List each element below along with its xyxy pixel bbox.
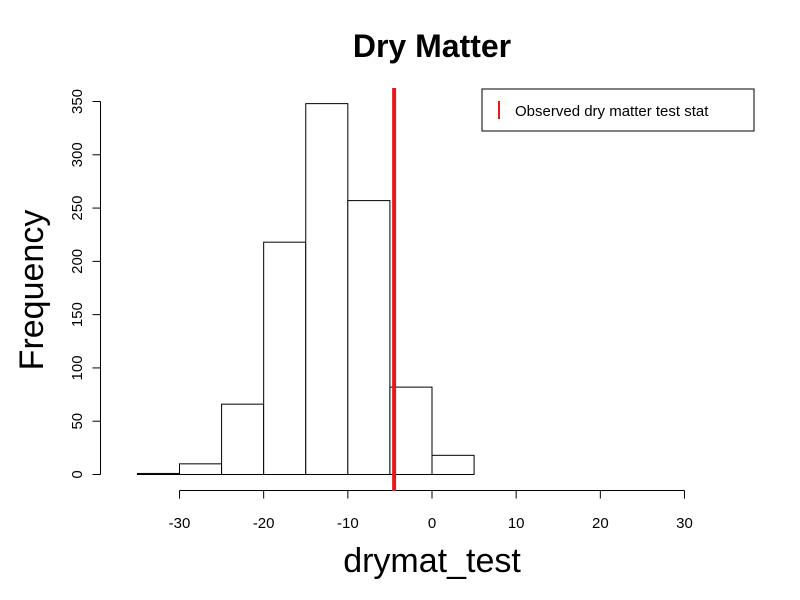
histogram-bar xyxy=(221,403,265,476)
histogram-bar xyxy=(179,463,223,476)
histogram-bar xyxy=(347,200,391,476)
y-tick-label: 150 xyxy=(69,302,86,327)
legend-box xyxy=(481,88,755,132)
x-axis: -30 -20 -10 0 10 20 30 xyxy=(169,490,693,532)
chart-title: Dry Matter xyxy=(353,28,511,64)
x-tick-label: 20 xyxy=(592,515,609,532)
x-tick-label: -30 xyxy=(169,515,191,532)
histogram-bar xyxy=(389,386,433,475)
y-tick-label: 100 xyxy=(69,355,86,380)
histogram-bar xyxy=(305,103,349,475)
legend-label: Observed dry matter test stat xyxy=(515,103,709,120)
x-tick-label: -10 xyxy=(337,515,359,532)
histogram-bars xyxy=(136,103,475,476)
y-axis: 0 50 100 150 200 250 300 350 xyxy=(69,89,101,479)
histogram-bar xyxy=(263,241,307,475)
legend: Observed dry matter test stat xyxy=(481,88,755,132)
y-tick-label: 0 xyxy=(69,470,86,478)
x-tick-label: -20 xyxy=(253,515,275,532)
x-tick-label: 30 xyxy=(676,515,693,532)
y-tick-label: 300 xyxy=(69,142,86,167)
x-tick-label: 10 xyxy=(508,515,525,532)
y-tick-label: 250 xyxy=(69,196,86,221)
y-tick-label: 50 xyxy=(69,413,86,430)
y-axis-title: Frequency xyxy=(13,210,51,371)
y-tick-label: 200 xyxy=(69,249,86,274)
histogram-bar xyxy=(136,472,181,476)
histogram-bar xyxy=(431,454,475,475)
x-tick-label: 0 xyxy=(428,515,436,532)
y-tick-label: 350 xyxy=(69,89,86,114)
x-axis-title: drymat_test xyxy=(343,542,521,580)
